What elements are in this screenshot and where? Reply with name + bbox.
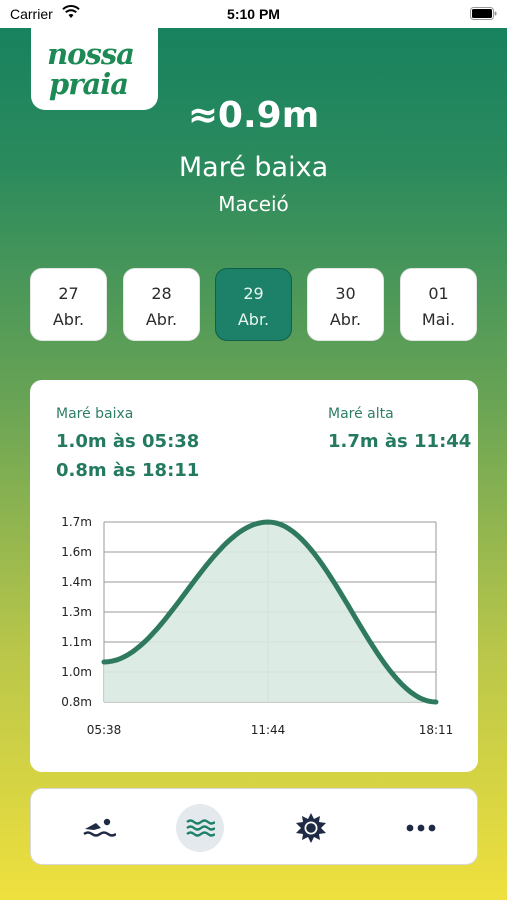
y-tick-label: 1.4m: [61, 575, 92, 589]
tab-beach[interactable]: [75, 804, 123, 852]
high-tide-value: 1.7m às 11:44: [328, 431, 472, 452]
tab-weather[interactable]: [287, 804, 335, 852]
sun-icon: [296, 813, 326, 843]
date-day: 30: [335, 284, 356, 303]
current-tide-height: ≈0.9m: [187, 95, 320, 136]
low-tide-title: Maré baixa: [56, 406, 134, 422]
date-month: Abr.: [237, 310, 270, 329]
y-tick-label: 0.8m: [61, 695, 92, 709]
date-chip-28[interactable]: 28 Abr.: [123, 268, 200, 341]
date-chip-29[interactable]: 29 Abr.: [215, 268, 292, 341]
clock: 5:10 PM: [227, 6, 280, 22]
y-tick-label: 1.0m: [61, 665, 92, 679]
y-tick-label: 1.3m: [61, 605, 92, 619]
date-day: 29: [243, 284, 264, 303]
y-tick-label: 1.6m: [61, 545, 92, 559]
tide-card: Maré baixa 1.0m às 05:38 0.8m às 18:11 M…: [30, 380, 478, 772]
tide-line: [101, 519, 439, 705]
date-month: Abr.: [145, 310, 178, 329]
x-tick-label: 18:11: [419, 723, 454, 737]
date-day: 01: [428, 284, 449, 303]
date-month: Mai.: [421, 310, 456, 329]
date-selector: 27 Abr. 28 Abr. 29 Abr. 30 Abr. 01 Mai.: [30, 268, 478, 342]
logo-word-1: nossa: [47, 37, 135, 71]
low-tide-value: 0.8m às 18:11: [56, 460, 200, 481]
swimmer-icon: [83, 818, 116, 837]
logo-word-2: praia: [48, 67, 129, 101]
tide-chart: 1.7m 1.6m 1.4m 1.3m 1.1m 1.0m 0.8m 05:38 11:44 18…: [61, 515, 453, 737]
tide-area: [104, 522, 436, 702]
app-logo: nossa praia: [31, 23, 158, 110]
tab-bar: [30, 788, 478, 865]
date-day: 27: [58, 284, 79, 303]
high-tide-title: Maré alta: [328, 406, 394, 422]
date-chip-30[interactable]: 30 Abr.: [307, 268, 384, 341]
date-month: Abr.: [329, 310, 362, 329]
y-tick-label: 1.1m: [61, 635, 92, 649]
wifi-icon: [62, 5, 80, 22]
x-tick-label: 11:44: [251, 723, 286, 737]
more-icon: [406, 824, 436, 832]
low-tide-value: 1.0m às 05:38: [56, 431, 200, 452]
battery-icon: [470, 7, 497, 23]
tab-more[interactable]: [397, 804, 445, 852]
y-tick-label: 1.7m: [61, 515, 92, 529]
tide-state-label: Maré baixa: [178, 152, 329, 183]
x-tick-label: 05:38: [87, 723, 122, 737]
date-month: Abr.: [52, 310, 85, 329]
chart-labels: 1.7m 1.6m 1.4m 1.3m 1.1m 1.0m 0.8m 05:38 11:44 18…: [61, 515, 453, 737]
location-label: Maceió: [218, 192, 289, 216]
waves-icon: [186, 819, 215, 837]
date-day: 28: [151, 284, 172, 303]
date-chip-27[interactable]: 27 Abr.: [30, 268, 107, 341]
tab-tides[interactable]: [176, 804, 224, 852]
date-chip-01[interactable]: 01 Mai.: [400, 268, 477, 341]
carrier-label: Carrier: [10, 6, 53, 22]
